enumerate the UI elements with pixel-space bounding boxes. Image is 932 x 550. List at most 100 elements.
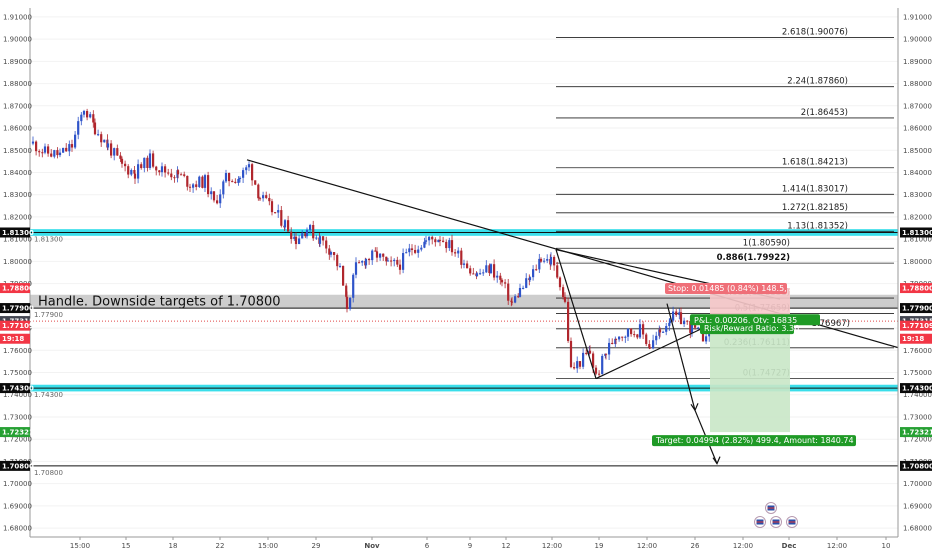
candle-up — [354, 262, 358, 275]
fib-label: 2.24(1.87860) — [787, 77, 848, 87]
candle-up — [448, 240, 451, 249]
candle-up — [247, 164, 251, 168]
price-tag-right-text: 1.77900 — [902, 305, 932, 313]
price-tag-right-text: 1.77109 — [902, 322, 932, 330]
candle-up — [277, 210, 280, 213]
candle-down — [268, 197, 271, 202]
price-tag-left — [0, 283, 30, 294]
horizontal-level-label: 1.77900 — [34, 311, 63, 319]
candle-down — [438, 239, 442, 241]
y-tick-right: 1.82000 — [903, 213, 932, 221]
stop-label-box — [665, 283, 787, 295]
arrow-head — [690, 403, 699, 412]
candle-down — [504, 282, 507, 284]
x-tick-label: 12:00 — [542, 542, 562, 550]
candle-up — [608, 342, 611, 355]
candle-down — [630, 328, 633, 335]
x-tick-label: 26 — [691, 542, 700, 550]
candle-down — [569, 340, 573, 368]
candle-down — [675, 311, 678, 316]
candle-up — [420, 247, 423, 250]
candle-down — [170, 173, 173, 178]
candle-down — [594, 367, 598, 374]
candle-down — [336, 255, 339, 267]
candle-down — [290, 231, 293, 239]
candle-up — [305, 229, 309, 237]
price-tag-right-text: 1.78800 — [902, 285, 932, 293]
candle-up — [338, 265, 342, 267]
event-flags[interactable] — [754, 502, 798, 528]
price-tag-right — [900, 320, 932, 331]
candle-up — [77, 121, 80, 135]
candle-up — [538, 258, 541, 270]
price-tag-left — [0, 227, 30, 238]
candle-up — [74, 134, 77, 148]
candle-up — [624, 336, 627, 338]
candle-down — [694, 322, 697, 328]
x-tick-label: 15:00 — [258, 542, 278, 550]
x-tick-label: 19 — [595, 542, 604, 550]
y-tick-left: 1.75000 — [3, 369, 32, 377]
candle-up — [697, 327, 700, 329]
candle-down — [274, 212, 277, 214]
candle-down — [573, 367, 576, 369]
y-tick-left: 1.84000 — [3, 169, 32, 177]
candle-down — [140, 164, 143, 169]
y-tick-left: 1.72000 — [3, 436, 32, 444]
candle-down — [234, 181, 237, 183]
fib-label: 1.76967) — [812, 319, 850, 329]
candle-up — [364, 258, 368, 266]
fib-label: 0.886(1.79922) — [717, 253, 790, 263]
candle-down — [588, 350, 592, 354]
y-tick-right: 1.80000 — [903, 258, 932, 266]
candle-up — [68, 144, 71, 152]
price-tag-left-text: 1.78800 — [2, 285, 34, 293]
y-tick-left: 1.76000 — [3, 347, 32, 355]
rr-label: Risk/Reward Ratio: 3.36 — [704, 324, 799, 333]
x-tick-label: Nov — [364, 542, 380, 550]
candle-down — [611, 342, 614, 345]
candle-up — [143, 157, 146, 169]
candle-down — [41, 152, 44, 154]
x-tick-label: 12 — [502, 542, 511, 550]
candle-down — [146, 157, 149, 168]
candle-down — [553, 256, 556, 266]
price-tag-left — [0, 303, 30, 314]
price-tag-right — [900, 283, 932, 294]
candle-down — [358, 262, 361, 264]
candle-down — [92, 114, 95, 123]
candle-down — [176, 170, 180, 175]
position-tool[interactable]: Stop: 0.01485 (0.84%) 148.5, Amount: 750… — [652, 283, 856, 447]
candle-down — [539, 258, 543, 262]
candle-down — [500, 279, 504, 283]
candle-down — [188, 186, 192, 188]
price-tag-left — [0, 427, 30, 438]
candle-up — [89, 114, 92, 118]
candle-down — [562, 287, 565, 297]
candle-up — [329, 252, 333, 255]
candle-up — [103, 139, 106, 143]
candle-up — [198, 176, 201, 187]
candle-up — [705, 336, 708, 342]
candle-down — [488, 265, 491, 274]
candle-down — [158, 170, 161, 173]
candle-down — [127, 166, 130, 175]
candle-down — [304, 233, 307, 237]
candle-down — [342, 265, 345, 286]
candle-up — [245, 167, 248, 171]
candle-down — [56, 150, 59, 156]
candle-up — [496, 275, 499, 278]
candle-down — [47, 146, 50, 154]
candle-up — [242, 170, 245, 178]
candle-down — [469, 268, 472, 274]
price-tag-right — [900, 460, 932, 471]
candle-down — [345, 285, 348, 297]
y-tick-left: 1.85000 — [3, 147, 32, 155]
candle-up — [614, 338, 617, 345]
y-tick-right: 1.81000 — [903, 236, 932, 244]
candle-down — [328, 248, 331, 255]
fib-label: 1.13(1.81352) — [787, 221, 848, 231]
candle-up — [62, 147, 65, 153]
y-tick-right: 1.69000 — [903, 502, 932, 510]
